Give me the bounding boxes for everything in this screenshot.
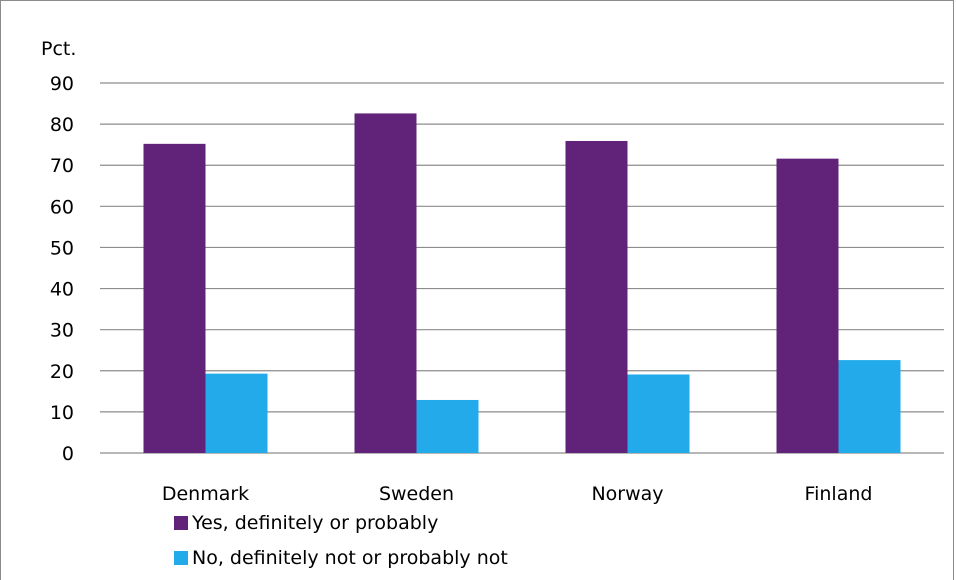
legend: Yes, definitely or probably No, definite… <box>174 510 508 580</box>
y-tick-label: 80 <box>50 114 74 136</box>
x-category-label: Norway <box>591 483 663 505</box>
y-tick-label: 70 <box>50 155 74 177</box>
bar-no-sweden <box>416 399 479 453</box>
bar-no-norway <box>627 374 690 453</box>
bar-yes-sweden <box>354 113 417 453</box>
bar-yes-norway <box>565 140 628 453</box>
bar-yes-denmark <box>143 143 206 453</box>
y-tick-label: 10 <box>50 402 74 424</box>
legend-item-no: No, definitely not or probably not <box>174 545 508 571</box>
y-tick-label: 40 <box>50 279 74 301</box>
legend-label-yes: Yes, definitely or probably <box>192 512 439 534</box>
y-tick-label: 50 <box>50 237 74 259</box>
x-category-label: Finland <box>805 483 873 505</box>
y-tick-label: 30 <box>50 320 74 342</box>
x-category-label: Denmark <box>162 483 249 505</box>
legend-item-yes: Yes, definitely or probably <box>174 510 508 536</box>
legend-swatch-no <box>174 551 188 565</box>
y-tick-label: 90 <box>50 73 74 95</box>
y-tick-label: 60 <box>50 196 74 218</box>
legend-swatch-yes <box>174 516 188 530</box>
y-tick-label: 20 <box>50 361 74 383</box>
bar-no-finland <box>838 360 901 453</box>
legend-label-no: No, definitely not or probably not <box>192 547 508 569</box>
bar-no-denmark <box>205 373 268 453</box>
y-tick-label: 0 <box>62 443 74 465</box>
x-category-label: Sweden <box>379 483 454 505</box>
y-axis-label: Pct. <box>41 38 76 60</box>
bar-yes-finland <box>776 158 839 453</box>
